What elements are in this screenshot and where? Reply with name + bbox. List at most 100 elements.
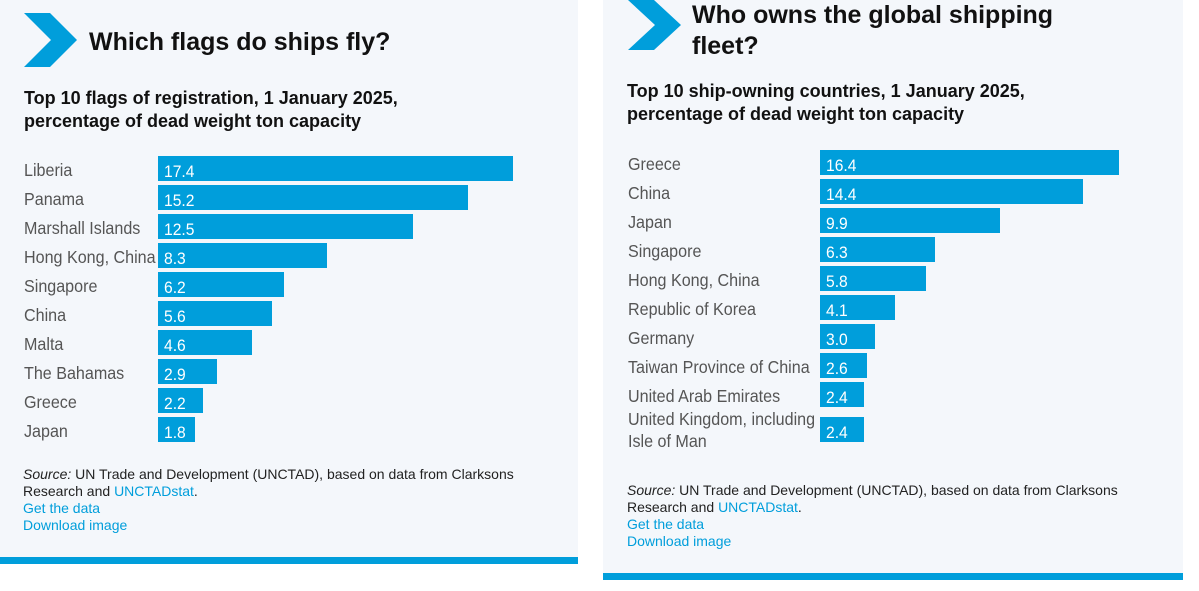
category-label: Singapore: [628, 240, 702, 261]
bar-row: Liberia 17.4: [24, 155, 564, 184]
category-label: Greece: [628, 153, 681, 174]
data-label: 4.6: [164, 336, 186, 355]
bar: 5.8: [820, 266, 926, 291]
source-note: Source: UN Trade and Development (UNCTAD…: [23, 466, 514, 499]
download-image-link[interactable]: Download image: [23, 517, 128, 533]
data-label: 15.2: [164, 191, 195, 210]
data-label: 5.8: [826, 272, 848, 291]
owners-panel: Who owns the global shipping fleet? Top …: [603, 0, 1183, 580]
bar-row: Marshall Islands 12.5: [24, 213, 564, 242]
panel-accent-bar: [0, 557, 578, 564]
bar-row: Japan 9.9: [628, 207, 1168, 236]
category-label: Marshall Islands: [24, 217, 141, 238]
chart-title: Which flags do ships fly?: [89, 28, 391, 56]
unctadstat-link[interactable]: UNCTADstat: [718, 499, 798, 515]
chevron-right-icon: [628, 0, 681, 50]
source-note: Source: UN Trade and Development (UNCTAD…: [627, 482, 1118, 515]
category-label: Germany: [628, 327, 695, 348]
bar-row: Hong Kong, China 8.3: [24, 242, 564, 271]
data-label: 1.8: [164, 423, 186, 442]
flags-panel: Which flags do ships fly? Top 10 flags o…: [0, 0, 578, 564]
bar: 6.3: [820, 237, 935, 262]
bar-row: China 14.4: [628, 178, 1168, 207]
bar: 12.5: [158, 214, 413, 239]
bar-row: Hong Kong, China 5.8: [628, 265, 1168, 294]
flags-bar-chart: Liberia 17.4 Panama 15.2 Marshall Islands 12.…: [24, 155, 564, 445]
bar-row: Republic of Korea 4.1: [628, 294, 1168, 323]
chart-subtitle: Top 10 ship-owning countries, 1 January …: [627, 81, 1025, 124]
bar: 1.8: [158, 417, 195, 442]
bar: 2.6: [820, 353, 867, 378]
category-label: Hong Kong, China: [628, 269, 760, 290]
bar: 2.4: [820, 417, 864, 442]
category-label: Liberia: [24, 159, 73, 180]
category-label: China: [24, 304, 67, 325]
bar-row: United Arab Emirates 2.4: [628, 381, 1168, 410]
category-label: United Arab Emirates: [628, 385, 781, 406]
data-label: 17.4: [164, 162, 195, 181]
panel-accent-bar: [603, 573, 1183, 580]
data-label: 8.3: [164, 249, 186, 268]
data-label: 14.4: [826, 185, 857, 204]
bar: 9.9: [820, 208, 1000, 233]
bar: 17.4: [158, 156, 513, 181]
bar: 2.4: [820, 382, 864, 407]
bar: 4.6: [158, 330, 252, 355]
data-label: 2.2: [164, 394, 186, 413]
data-label: 12.5: [164, 220, 195, 239]
category-label: Republic of Korea: [628, 298, 756, 319]
data-label: 3.0: [826, 330, 848, 349]
data-label: 2.4: [826, 423, 848, 442]
data-label: 4.1: [826, 301, 848, 320]
data-label: 5.6: [164, 307, 186, 326]
data-label: 9.9: [826, 214, 848, 233]
bar: 4.1: [820, 295, 895, 320]
chart-subtitle: Top 10 flags of registration, 1 January …: [24, 88, 398, 131]
bar-row: Japan 1.8: [24, 416, 564, 445]
data-label: 2.9: [164, 365, 186, 384]
category-label: Hong Kong, China: [24, 246, 156, 267]
get-data-link[interactable]: Get the data: [23, 500, 101, 516]
bar: 15.2: [158, 185, 468, 210]
unctadstat-link[interactable]: UNCTADstat: [114, 483, 194, 499]
data-label: 2.6: [826, 359, 848, 378]
bar-row: Malta 4.6: [24, 329, 564, 358]
bar-row: The Bahamas 2.9: [24, 358, 564, 387]
bar: 2.9: [158, 359, 217, 384]
bar: 3.0: [820, 324, 875, 349]
category-label: Greece: [24, 391, 77, 412]
category-label: The Bahamas: [24, 362, 125, 383]
bar: 2.2: [158, 388, 203, 413]
bar-row: Greece 2.2: [24, 387, 564, 416]
category-label: Singapore: [24, 275, 98, 296]
category-label: Taiwan Province of China: [628, 356, 810, 377]
bar: 14.4: [820, 179, 1083, 204]
data-label: 2.4: [826, 388, 848, 407]
bar: 6.2: [158, 272, 284, 297]
bar-row: Taiwan Province of China 2.6: [628, 352, 1168, 381]
bar: 5.6: [158, 301, 272, 326]
bar-row: Germany 3.0: [628, 323, 1168, 352]
bar: 16.4: [820, 150, 1119, 175]
bar-row: China 5.6: [24, 300, 564, 329]
data-label: 16.4: [826, 156, 857, 175]
category-label: Malta: [24, 333, 64, 354]
chart-title: Who owns the global shipping fleet?: [692, 1, 1054, 60]
get-data-link[interactable]: Get the data: [627, 516, 705, 532]
bar: 8.3: [158, 243, 327, 268]
category-label: China: [628, 182, 671, 203]
data-label: 6.3: [826, 243, 848, 262]
bar-row: Singapore 6.3: [628, 236, 1168, 265]
bar-row: Singapore 6.2: [24, 271, 564, 300]
category-label: United Kingdom, including Isle of Man: [628, 409, 816, 451]
bar-row: United Kingdom, including Isle of Man 2.4: [628, 409, 1168, 451]
category-label: Panama: [24, 188, 84, 209]
chevron-right-icon: [24, 13, 77, 67]
data-label: 6.2: [164, 278, 186, 297]
bar-row: Greece 16.4: [628, 149, 1168, 178]
bar-row: Panama 15.2: [24, 184, 564, 213]
category-label: Japan: [24, 420, 68, 441]
owners-bar-chart: Greece 16.4 China 14.4 Japan 9.9 Singapore 6.3 H…: [628, 149, 1168, 459]
download-image-link[interactable]: Download image: [627, 533, 732, 549]
category-label: Japan: [628, 211, 672, 232]
